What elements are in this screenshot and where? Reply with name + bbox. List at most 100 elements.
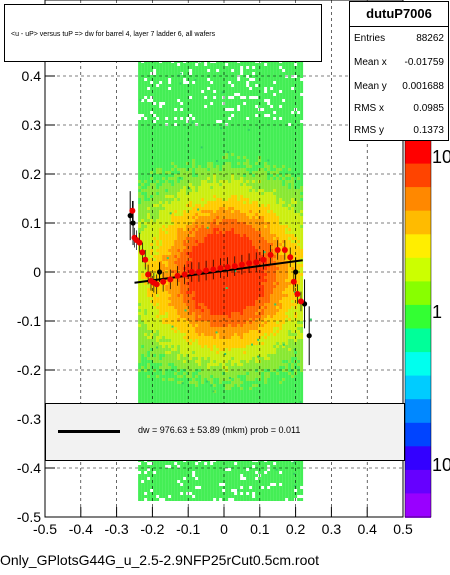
heatmap-cell bbox=[168, 111, 172, 114]
heatmap-cell bbox=[189, 468, 193, 471]
heatmap-cell bbox=[204, 249, 208, 252]
heatmap-cell bbox=[171, 87, 175, 90]
heatmap-cell bbox=[162, 159, 166, 162]
heatmap-cell bbox=[222, 171, 226, 174]
heatmap-cell bbox=[210, 399, 214, 402]
heatmap-cell bbox=[192, 330, 196, 333]
heatmap-cell bbox=[174, 474, 178, 477]
heatmap-cell bbox=[204, 189, 208, 192]
heatmap-cell bbox=[234, 243, 238, 246]
heatmap-cell bbox=[237, 339, 241, 342]
heatmap-cell bbox=[210, 363, 214, 366]
heatmap-cell bbox=[207, 153, 211, 156]
heatmap-cell bbox=[144, 483, 148, 486]
heatmap-cell bbox=[177, 165, 181, 168]
heatmap-cell bbox=[159, 327, 163, 330]
heatmap-cell bbox=[180, 360, 184, 363]
heatmap-cell bbox=[147, 195, 151, 198]
heatmap-cell bbox=[186, 387, 190, 390]
heatmap-cell bbox=[177, 279, 181, 282]
heatmap-cell bbox=[165, 294, 169, 297]
heatmap-cell bbox=[183, 327, 187, 330]
heatmap-cell bbox=[180, 477, 184, 480]
heatmap-cell bbox=[159, 390, 163, 393]
heatmap-cell bbox=[216, 303, 220, 306]
heatmap-cell bbox=[198, 138, 202, 141]
heatmap-cell bbox=[216, 369, 220, 372]
heatmap-cell bbox=[144, 264, 148, 267]
heatmap-cell bbox=[168, 282, 172, 285]
heatmap-cell bbox=[183, 306, 187, 309]
heatmap-cell bbox=[240, 150, 244, 153]
heatmap-cell bbox=[237, 462, 241, 465]
heatmap-cell bbox=[195, 312, 199, 315]
heatmap-cell bbox=[210, 231, 214, 234]
heatmap-cell bbox=[165, 159, 169, 162]
heatmap-cell bbox=[165, 396, 169, 399]
heatmap-cell bbox=[213, 384, 217, 387]
heatmap-cell bbox=[228, 387, 232, 390]
heatmap-cell bbox=[171, 168, 175, 171]
heatmap-cell bbox=[198, 483, 202, 486]
heatmap-cell bbox=[150, 138, 154, 141]
heatmap-cell bbox=[225, 141, 229, 144]
heatmap-cell bbox=[159, 243, 163, 246]
heatmap-cell bbox=[159, 222, 163, 225]
heatmap-cell bbox=[156, 363, 160, 366]
heatmap-cell bbox=[228, 186, 232, 189]
heatmap-cell bbox=[222, 360, 226, 363]
heatmap-cell bbox=[183, 393, 187, 396]
heatmap-cell bbox=[237, 258, 241, 261]
heatmap-cell bbox=[222, 312, 226, 315]
heatmap-cell bbox=[165, 363, 169, 366]
heatmap-cell bbox=[162, 174, 166, 177]
heatmap-cell bbox=[153, 129, 157, 132]
heatmap-cell bbox=[186, 339, 190, 342]
heatmap-cell bbox=[198, 297, 202, 300]
heatmap-cell bbox=[189, 219, 193, 222]
heatmap-cell bbox=[165, 264, 169, 267]
heatmap-cell bbox=[153, 465, 157, 468]
heatmap-cell bbox=[186, 225, 190, 228]
heatmap-cell bbox=[210, 192, 214, 195]
heatmap-cell bbox=[153, 258, 157, 261]
heatmap-cell bbox=[198, 387, 202, 390]
heatmap-cell bbox=[219, 309, 223, 312]
heatmap-cell bbox=[237, 492, 241, 495]
heatmap-cell bbox=[234, 168, 238, 171]
heatmap-cell bbox=[165, 339, 169, 342]
heatmap-cell bbox=[180, 246, 184, 249]
heatmap-cell bbox=[225, 180, 229, 183]
heatmap-cell bbox=[192, 399, 196, 402]
heatmap-cell bbox=[144, 180, 148, 183]
heatmap-cell bbox=[162, 489, 166, 492]
heatmap-cell bbox=[168, 333, 172, 336]
heatmap-cell bbox=[195, 81, 199, 84]
heatmap-cell bbox=[168, 498, 172, 501]
heatmap-cell bbox=[231, 123, 235, 126]
heatmap-cell bbox=[141, 135, 145, 138]
heatmap-cell bbox=[153, 216, 157, 219]
heatmap-cell bbox=[231, 291, 235, 294]
heatmap-cell bbox=[156, 147, 160, 150]
heatmap-cell bbox=[171, 192, 175, 195]
heatmap-cell bbox=[219, 246, 223, 249]
heatmap-cell bbox=[159, 156, 163, 159]
heatmap-cell bbox=[141, 489, 145, 492]
heatmap-cell bbox=[159, 240, 163, 243]
heatmap-cell bbox=[216, 357, 220, 360]
heatmap-cell bbox=[225, 282, 229, 285]
heatmap-cell bbox=[234, 327, 238, 330]
heatmap-cell bbox=[192, 132, 196, 135]
heatmap-cell bbox=[141, 462, 145, 465]
heatmap-cell bbox=[186, 141, 190, 144]
heatmap-cell bbox=[234, 207, 238, 210]
heatmap-cell bbox=[189, 207, 193, 210]
heatmap-cell bbox=[165, 291, 169, 294]
heatmap-cell bbox=[162, 300, 166, 303]
heatmap-cell bbox=[219, 399, 223, 402]
heatmap-cell bbox=[171, 468, 175, 471]
heatmap-cell bbox=[198, 309, 202, 312]
heatmap-cell bbox=[150, 249, 154, 252]
heatmap-cell bbox=[237, 204, 241, 207]
